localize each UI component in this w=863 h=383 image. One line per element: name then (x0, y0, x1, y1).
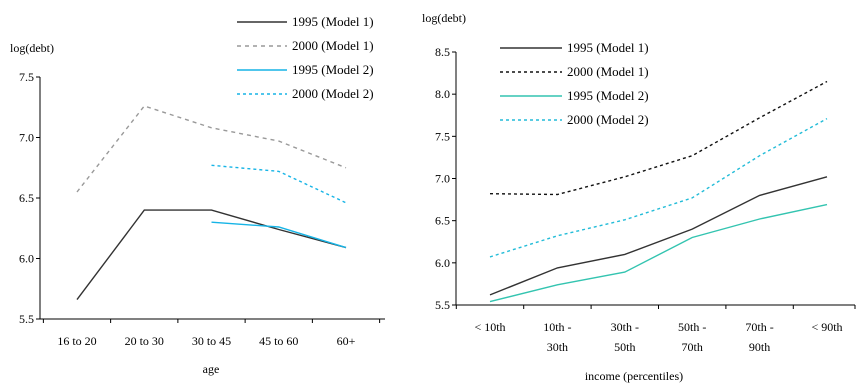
legend-label: 2000 (Model 2) (292, 86, 374, 101)
y-tick-label: 7.5 (19, 70, 34, 84)
legend-label: 1995 (Model 1) (292, 14, 374, 29)
x-tick-label: 70th (682, 340, 703, 354)
y-tick-label: 8.0 (435, 87, 450, 101)
y-axis-title: log(debt) (422, 11, 466, 25)
x-tick-label: 60+ (337, 334, 356, 348)
series-line-0 (76, 209, 347, 301)
legend-item: 2000 (Model 1) (500, 64, 649, 79)
legend-item: 1995 (Model 2) (237, 62, 374, 77)
chart-age: 5.5 6.0 6.5 7.0 7.5 16 to 20 20 to 30 30 to 45 4… (10, 14, 385, 376)
plot-lines (76, 105, 347, 301)
y-tick-label: 6.5 (435, 214, 450, 228)
x-tick-label: < 90th (811, 320, 842, 334)
y-tick-label: 5.5 (435, 298, 450, 312)
x-axis-title: income (percentiles) (585, 369, 683, 383)
x-tick-label: 90th (749, 340, 770, 354)
y-tick-label: 6.0 (19, 252, 34, 266)
y-tick-label: 7.0 (19, 131, 34, 145)
y-axis-title: log(debt) (10, 41, 54, 55)
plot-lines (489, 80, 828, 303)
x-tick-label: 30th - (611, 320, 639, 334)
legend-item: 1995 (Model 2) (500, 88, 649, 103)
y-tick-label: 6.5 (19, 191, 34, 205)
x-tick-label: 20 to 30 (125, 334, 164, 348)
y-tick-label: 5.5 (19, 312, 34, 326)
x-tick-label: 16 to 20 (57, 334, 96, 348)
legend-item: 2000 (Model 2) (500, 112, 649, 127)
legend-label: 1995 (Model 2) (292, 62, 374, 77)
series-line-1 (76, 105, 347, 193)
x-tick-label: 45 to 60 (259, 334, 298, 348)
x-tick-label: 10th - (543, 320, 571, 334)
series-line-3 (489, 117, 828, 258)
x-tick-label: 30th (547, 340, 568, 354)
chart-income: 5.5 6.0 6.5 7.0 7.5 8.0 8.5 < 10th 10th - 30th 30t… (422, 11, 856, 383)
legend: 1995 (Model 1) 2000 (Model 1) 1995 (Model … (500, 40, 649, 127)
x-axis-title: age (203, 362, 220, 376)
y-tick-label: 7.0 (435, 172, 450, 186)
legend-label: 1995 (Model 2) (567, 88, 649, 103)
series-line-3 (211, 164, 347, 204)
series-line-1 (489, 80, 828, 196)
legend-item: 2000 (Model 2) (237, 86, 374, 101)
x-tick-label: 50th (614, 340, 635, 354)
x-tick-label: 70th - (745, 320, 773, 334)
legend-item: 1995 (Model 1) (500, 40, 649, 55)
legend-label: 2000 (Model 1) (567, 64, 649, 79)
series-line-2 (211, 221, 347, 249)
x-tick-label: 30 to 45 (192, 334, 231, 348)
y-tick-label: 8.5 (435, 45, 450, 59)
x-tick-label: < 10th (474, 320, 505, 334)
x-tick-label: 50th - (678, 320, 706, 334)
series-line-2 (489, 203, 828, 303)
legend-label: 2000 (Model 1) (292, 38, 374, 53)
legend: 1995 (Model 1) 2000 (Model 1) 1995 (Model … (237, 14, 374, 101)
y-tick-label: 7.5 (435, 129, 450, 143)
legend-item: 2000 (Model 1) (237, 38, 374, 53)
legend-item: 1995 (Model 1) (237, 14, 374, 29)
legend-label: 1995 (Model 1) (567, 40, 649, 55)
y-tick-label: 6.0 (435, 256, 450, 270)
axes: 5.5 6.0 6.5 7.0 7.5 8.0 8.5 < 10th 10th - 30th 30t… (435, 45, 856, 354)
legend-label: 2000 (Model 2) (567, 112, 649, 127)
axes: 5.5 6.0 6.5 7.0 7.5 16 to 20 20 to 30 30 to 45 4… (19, 70, 385, 348)
series-line-0 (489, 176, 828, 296)
